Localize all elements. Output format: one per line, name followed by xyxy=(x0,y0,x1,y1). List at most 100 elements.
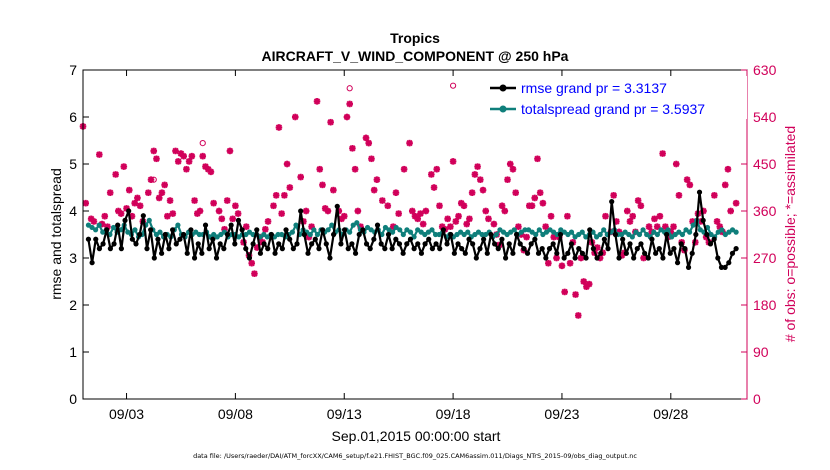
rmse-point xyxy=(341,227,348,233)
rmse-point xyxy=(605,246,611,252)
rmse-point xyxy=(107,246,113,252)
rmse-point xyxy=(100,241,106,247)
x-tick-label: 09/18 xyxy=(436,406,471,422)
rmse-point xyxy=(93,236,99,242)
totalspread-point xyxy=(146,217,152,223)
obs-assimilated-point xyxy=(340,212,348,220)
totalspread-point xyxy=(493,231,499,238)
rmse-point xyxy=(415,241,421,247)
rmse-point xyxy=(601,236,607,242)
obs-assimilated-point xyxy=(136,202,144,210)
rmse-point xyxy=(155,236,161,242)
obs-assimilated-point xyxy=(349,145,356,152)
obs-assimilated-point xyxy=(580,278,588,285)
obs-assimilated-point xyxy=(324,207,332,215)
totalspread-point xyxy=(311,227,317,233)
obs-assimilated-point xyxy=(683,176,691,183)
obs-assimilated-point xyxy=(207,168,215,176)
obs-assimilated-point xyxy=(229,215,236,223)
obs-assimilated-point xyxy=(460,202,468,210)
totalspread-point xyxy=(289,229,296,235)
obs-assimilated-point xyxy=(365,139,373,147)
totalspread-point xyxy=(354,220,360,226)
rmse-point xyxy=(722,264,728,270)
rmse-point xyxy=(572,255,578,261)
y2-tick-label: 0 xyxy=(753,391,761,407)
rmse-point xyxy=(576,246,582,252)
obs-assimilated-point xyxy=(234,210,242,217)
obs-assimilated-point xyxy=(232,202,239,210)
totalspread-point xyxy=(432,231,439,238)
totalspread-point xyxy=(536,227,542,233)
totalspread-point xyxy=(92,227,99,233)
totalspread-point xyxy=(465,229,471,235)
obs-assimilated-point xyxy=(370,186,378,194)
x-axis-label: Sep.01,2015 00:00:00 start xyxy=(332,428,501,444)
totalspread-point xyxy=(293,222,299,228)
rmse-point xyxy=(199,250,205,256)
obs-assimilated-point xyxy=(504,176,511,183)
obs-assimilated-point xyxy=(223,197,231,204)
rmse-point xyxy=(268,231,275,238)
obs-assimilated-point xyxy=(172,147,179,155)
obs-assimilated-point xyxy=(477,176,484,183)
rmse-point xyxy=(700,217,706,223)
rmse-point xyxy=(466,236,472,242)
rmse-point xyxy=(85,236,92,242)
obs-assimilated-point xyxy=(248,259,256,267)
totalspread-point xyxy=(157,229,163,235)
rmse-point xyxy=(407,236,414,242)
obs-assimilated-point xyxy=(316,165,324,173)
rmse-point xyxy=(689,250,695,256)
rmse-point xyxy=(616,255,622,261)
rmse-point xyxy=(345,246,351,252)
obs-assimilated-point xyxy=(713,218,721,225)
obs-assimilated-point xyxy=(218,215,226,223)
rmse-point xyxy=(170,227,176,233)
obs-assimilated-point xyxy=(343,113,351,121)
rmse-point xyxy=(649,236,655,242)
obs-assimilated-point xyxy=(512,189,519,197)
rmse-point xyxy=(363,241,370,247)
legend: rmse grand pr = 3.3137 totalspread grand… xyxy=(484,76,747,119)
obs-assimilated-point xyxy=(384,202,392,210)
obs-assimilated-point xyxy=(373,176,381,183)
rmse-point xyxy=(334,203,340,209)
obs-assimilated-point xyxy=(610,192,617,199)
rmse-point xyxy=(532,236,538,242)
obs-assimilated-point xyxy=(330,186,337,194)
obs-assimilated-point xyxy=(602,212,609,220)
rmse-point xyxy=(129,236,135,242)
rmse-point xyxy=(561,255,567,261)
obs-assimilated-point xyxy=(417,210,424,217)
obs-assimilated-point xyxy=(145,189,152,197)
obs-assimilated-point xyxy=(466,215,473,223)
x-tick-label: 09/23 xyxy=(544,406,579,422)
rmse-point xyxy=(312,236,318,242)
rmse-point xyxy=(444,241,450,247)
totalspread-point xyxy=(400,231,406,238)
rmse-point xyxy=(404,241,410,247)
obs-series xyxy=(79,82,740,319)
obs-assimilated-point xyxy=(153,155,160,163)
rmse-point xyxy=(177,236,183,242)
obs-assimilated-point xyxy=(106,189,114,197)
obs-assimilated-point xyxy=(506,160,514,168)
obs-assimilated-point xyxy=(656,212,664,220)
obs-assimilated-point xyxy=(455,212,462,220)
obs-assimilated-point xyxy=(131,199,139,207)
rmse-point xyxy=(327,255,333,261)
obs-assimilated-point xyxy=(101,212,109,220)
totalspread-point xyxy=(579,229,585,235)
rmse-point xyxy=(627,241,633,247)
obs-assimilated-point xyxy=(180,152,187,160)
obs-assimilated-point xyxy=(564,212,571,220)
totalspread-point xyxy=(636,231,643,238)
rmse-point xyxy=(239,227,245,233)
totalspread-point xyxy=(690,222,696,228)
obs-assimilated-point xyxy=(161,181,168,189)
obs-assimilated-point xyxy=(686,181,694,189)
rmse-point xyxy=(565,250,571,256)
totalspread-point xyxy=(522,227,528,233)
